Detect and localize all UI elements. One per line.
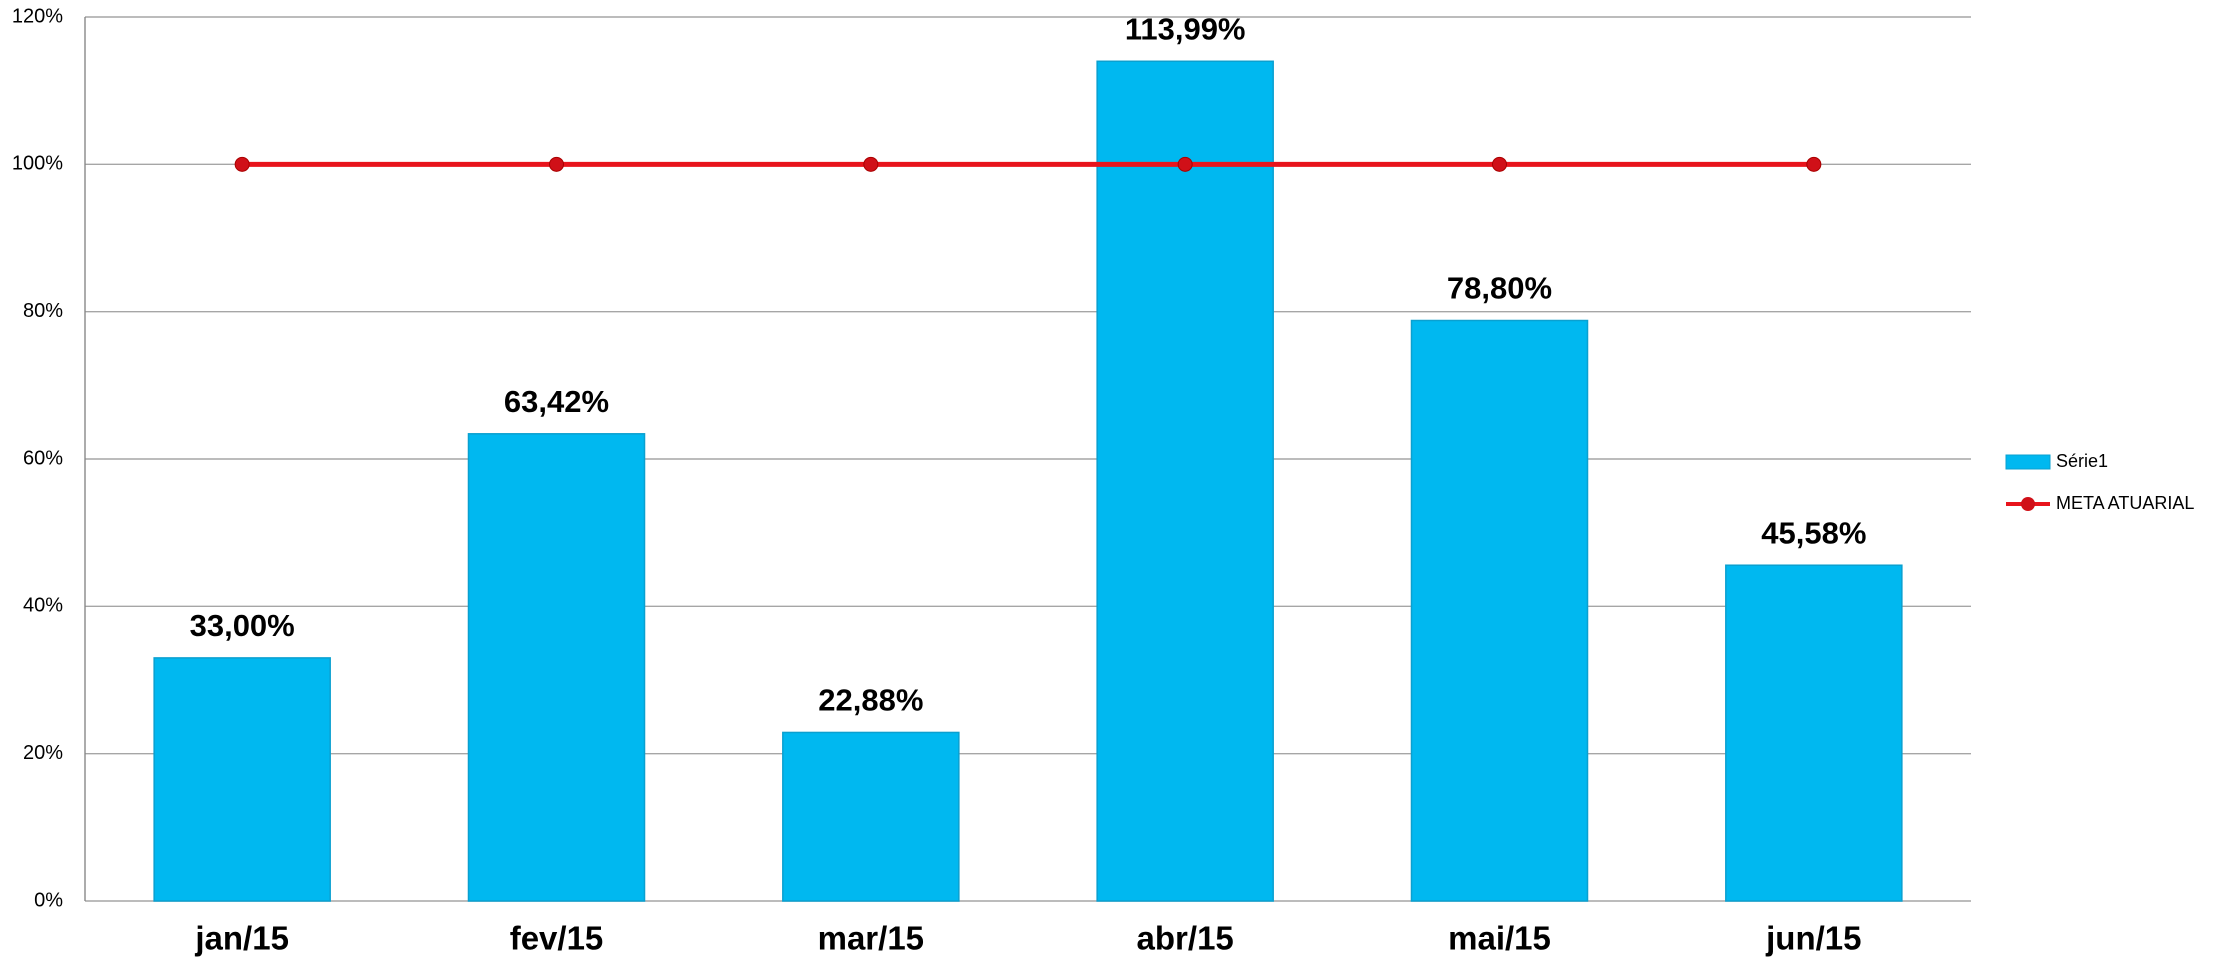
- x-tick-label: jan/15: [194, 920, 289, 957]
- bar: [782, 731, 960, 902]
- data-label: 45,58%: [1761, 515, 1866, 550]
- bar: [1410, 319, 1589, 902]
- y-tick-label: 40%: [23, 595, 63, 617]
- data-label: 63,42%: [504, 384, 609, 419]
- y-tick-label: 120%: [12, 5, 63, 27]
- y-tick-label: 60%: [23, 447, 63, 469]
- legend-swatch: [2021, 497, 2035, 511]
- bar: [1725, 564, 1903, 902]
- x-tick-label: jun/15: [1765, 920, 1861, 957]
- marker: [863, 156, 879, 172]
- data-label: 113,99%: [1125, 11, 1246, 46]
- bar: [467, 433, 646, 902]
- data-label: 78,80%: [1447, 271, 1552, 306]
- bar: [1096, 60, 1274, 902]
- legend-swatch: [2005, 454, 2051, 470]
- marker: [234, 156, 250, 172]
- marker: [1806, 156, 1822, 172]
- data-label: 22,88%: [818, 683, 923, 718]
- x-tick-label: abr/15: [1137, 920, 1234, 957]
- marker: [1177, 156, 1193, 172]
- y-tick-label: 20%: [23, 742, 63, 764]
- marker: [1492, 156, 1507, 172]
- x-tick-label: mai/15: [1448, 920, 1551, 957]
- marker: [549, 156, 564, 172]
- y-tick-label: 0%: [34, 889, 63, 911]
- x-tick-label: fev/15: [510, 920, 604, 957]
- y-tick-label: 100%: [12, 153, 63, 175]
- legend-label: Série1: [2056, 451, 2108, 471]
- data-label: 33,00%: [190, 608, 295, 643]
- legend-label: META ATUARIAL: [2056, 493, 2194, 513]
- y-tick-label: 80%: [23, 300, 63, 322]
- bar: [153, 657, 331, 902]
- x-tick-label: mar/15: [818, 920, 924, 957]
